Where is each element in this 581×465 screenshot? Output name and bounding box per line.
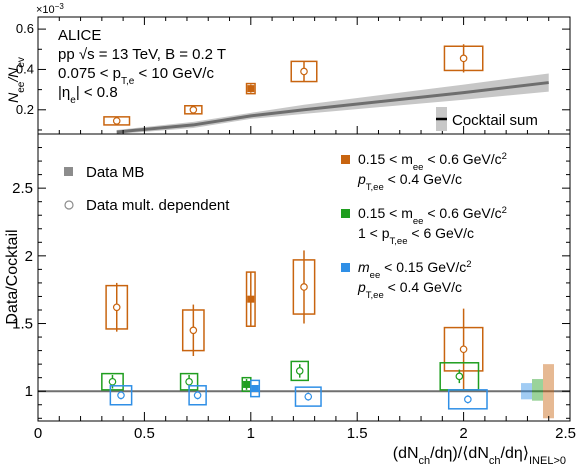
green-mb-point-marker [243, 380, 251, 388]
bottom-xlabel: (dNch/dη)/⟨dNch/dη⟩INEL>0 [393, 445, 566, 465]
global-uncertainty-orange [543, 364, 554, 419]
legend-green-line1: 0.15 < mee < 0.6 GeV/c2 [358, 205, 507, 227]
bottom-frame [37, 133, 571, 422]
top-mb-point-marker [247, 85, 255, 93]
legend-mb-marker [64, 167, 73, 176]
legend-mb-label: Data MB [86, 164, 144, 181]
bottom-xtick-label: 2 [459, 425, 467, 442]
green-mult-point-1-marker [185, 377, 193, 386]
top-panel: 0.2 0.4 0.6 ×10−3 Nee/Nev ALICE pp √s = 13… [5, 2, 571, 135]
bottom-xtick-label: 0 [34, 425, 42, 442]
top-mult-point-1-sys-box [184, 105, 203, 115]
blue-mb-point-sys-box [250, 379, 261, 398]
blue-mult-point-1-sys-box [188, 385, 207, 406]
bottom-panel: 1 1.5 2 2.5 0 0.5 1 1.5 2 2.5 Data/Cocktail (dNch… [4, 133, 576, 465]
info-alice: ALICE [58, 27, 101, 44]
green-mult-point-2-sys-box [290, 360, 310, 382]
orange-mult-point-2-marker [300, 283, 308, 291]
orange-mb-point-marker [247, 295, 255, 303]
bottom-xtick-label: 2.5 [555, 425, 576, 442]
top-ytick-label: 0.2 [16, 102, 34, 117]
blue-mult-point-2-marker [304, 392, 313, 401]
top-data-points [103, 44, 484, 126]
legend-orange-line2: pT,ee < 0.4 GeV/c [357, 171, 462, 193]
top-exponent: ×10−3 [36, 2, 64, 17]
green-mult-point-2-marker [295, 367, 304, 375]
legend-orange-line1: 0.15 < mee < 0.6 GeV/c2 [358, 151, 507, 173]
bottom-ytick-label: 1 [25, 383, 33, 400]
orange-mult-point-1-marker [189, 326, 198, 335]
top-axis-ticks: 0.2 0.4 0.6 [16, 17, 571, 134]
orange-mult-point-0-marker [112, 303, 121, 312]
bottom-ylabel: Data/Cocktail [4, 229, 21, 324]
top-ytick-label: 0.6 [16, 21, 34, 36]
blue-mult-point-1-marker [193, 391, 202, 400]
green-mult-point-0-sys-box [101, 372, 124, 391]
legend-mult-marker [64, 200, 74, 210]
info-pt-range: 0.075 < pT,e < 10 GeV/c [58, 65, 214, 87]
global-uncertainty-boxes [521, 364, 554, 419]
top-mb-point-sys-box [245, 82, 256, 95]
blue-mult-point-0-marker [117, 391, 125, 400]
bottom-axis-ticks: 1 1.5 2 2.5 0 0.5 1 1.5 2 2.5 [12, 133, 576, 442]
bottom-xtick-label: 1 [247, 425, 255, 442]
cocktail-line [116, 81, 549, 134]
top-mult-point-0-sys-box [103, 116, 131, 126]
orange-mult-point-3-marker [459, 345, 468, 354]
legend-blue-marker [341, 263, 350, 272]
legend-orange-marker [341, 155, 350, 164]
info-energy: pp √s = 13 TeV, B = 0.2 T [58, 46, 226, 63]
top-ylabel: Nee/Nev [5, 57, 27, 103]
blue-mult-point-3-marker [464, 395, 472, 404]
blue-mult-point-2-sys-box [294, 386, 322, 407]
top-mult-point-2-marker [300, 67, 308, 76]
bottom-ytick-label: 2 [25, 248, 33, 265]
cocktail-sum-line [116, 81, 549, 134]
legend-cocktail-label: Cocktail sum [452, 112, 538, 129]
legend-mult-label: Data mult. dependent [86, 197, 230, 214]
legend-green-line2: 1 < pT,ee < 6 GeV/c [358, 225, 474, 247]
bottom-ytick-label: 1.5 [12, 316, 33, 333]
top-mult-point-0-marker [112, 117, 121, 125]
global-uncertainty-green [532, 379, 543, 401]
info-eta-range: |ηe| < 0.8 [58, 84, 118, 106]
top-mult-point-3-marker [459, 54, 468, 63]
blue-mult-point-0-sys-box [109, 385, 133, 406]
bottom-data-points [101, 250, 488, 410]
bottom-xtick-label: 1.5 [347, 425, 368, 442]
green-mult-point-0-marker [108, 377, 117, 386]
bottom-ytick-label: 2.5 [12, 180, 33, 197]
legend-blue-line1: mee < 0.15 GeV/c2 [358, 259, 472, 281]
blue-mult-point-3-sys-box [447, 389, 488, 410]
top-ytick-label: 0.4 [16, 61, 34, 76]
legend-green-marker [341, 209, 350, 218]
green-mult-point-3-marker [455, 372, 464, 381]
legend-blue-line2: pT,ee < 0.4 GeV/c [357, 279, 462, 301]
blue-mb-point-marker [251, 385, 259, 393]
bottom-xtick-label: 0.5 [134, 425, 155, 442]
global-uncertainty-blue [521, 383, 532, 400]
top-mult-point-1-marker [189, 105, 198, 114]
